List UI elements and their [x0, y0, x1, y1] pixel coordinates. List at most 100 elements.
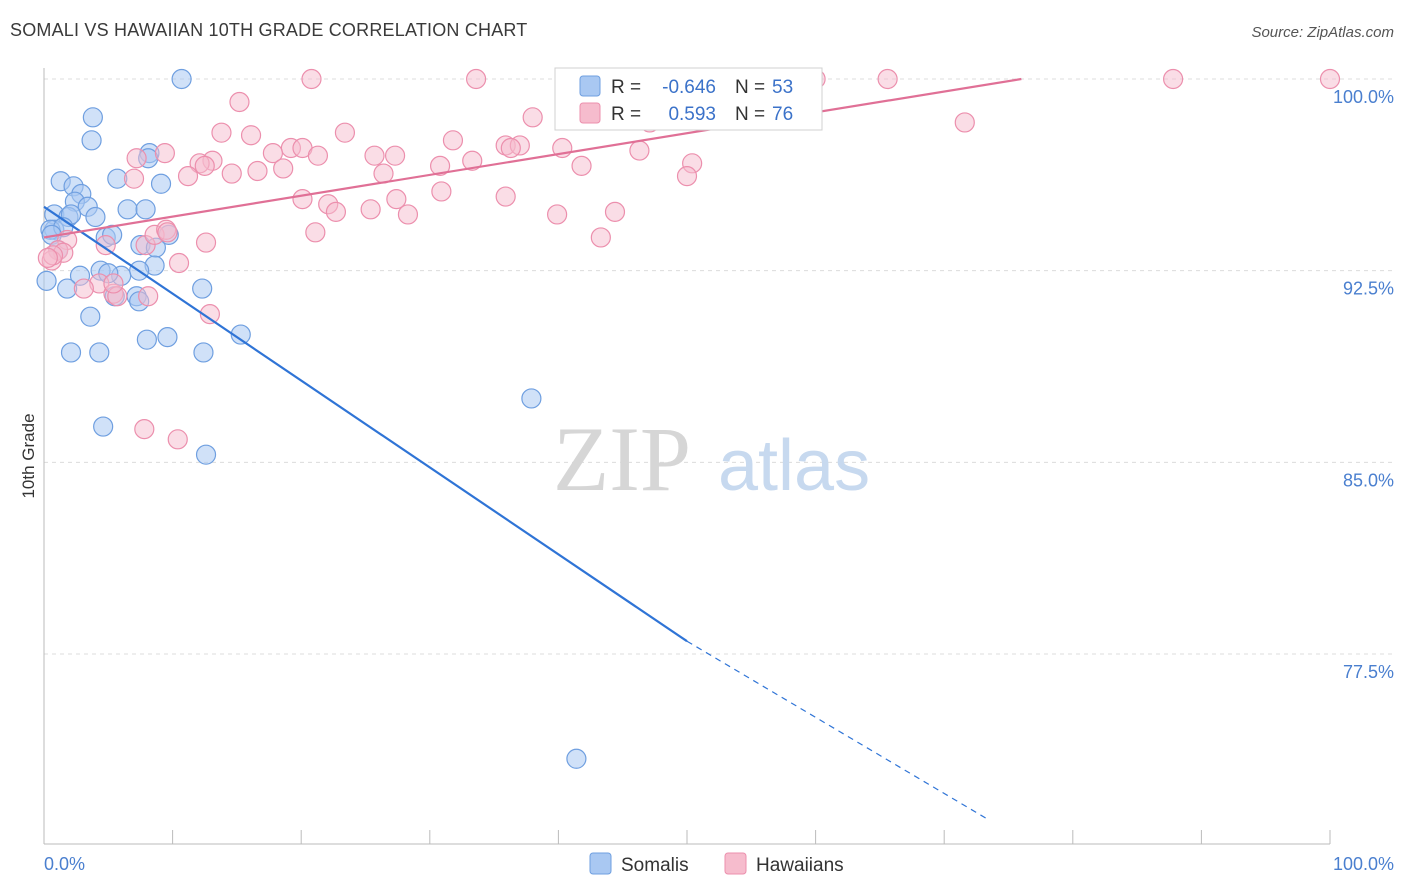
somali-point — [85, 206, 106, 228]
hawaiian-point — [157, 222, 178, 243]
hawaiian-point — [305, 222, 326, 243]
hawaiian-point — [262, 143, 284, 164]
hawaiian-point — [167, 429, 188, 450]
x-ticks — [43, 830, 1331, 844]
legend-n-value-hawaiian: 76 — [772, 104, 793, 125]
y-tick-labels: 77.5% 85.0% 92.5% 100.0% — [1333, 87, 1394, 682]
hawaiian-point — [384, 145, 406, 166]
grid-lines — [44, 78, 1394, 655]
somali-point — [171, 68, 192, 90]
y-tick-label: 77.5% — [1343, 662, 1394, 682]
hawaiian-point — [571, 155, 592, 176]
hawaiian-point — [429, 155, 451, 176]
somali-point — [36, 270, 57, 291]
hawaiian-point — [103, 273, 124, 294]
y-axis-label: 10th Grade — [19, 413, 38, 498]
somali-point — [60, 342, 82, 363]
hawaiian-point — [462, 150, 483, 171]
hawaiian-point — [1319, 68, 1341, 90]
chart-title: SOMALI VS HAWAIIAN 10TH GRADE CORRELATIO… — [10, 20, 528, 40]
hawaiian-point — [37, 247, 58, 268]
hawaiian-point — [364, 145, 385, 166]
hawaiian-point — [360, 199, 381, 220]
correlation-legend: R = -0.646 N = 53 R = 0.593 N = 76 — [554, 67, 823, 131]
legend-n-label-hawaiian: N = — [735, 104, 765, 125]
somali-trend-extension — [686, 640, 990, 821]
series-legend-label-hawaiians: Hawaiians — [756, 855, 844, 876]
watermark-zip: ZIP — [553, 408, 691, 510]
hawaiian-point — [954, 112, 975, 133]
hawaiian-point — [211, 122, 232, 143]
hawaiian-point — [629, 140, 650, 161]
legend-r-label-hawaiian: R = — [611, 104, 641, 125]
somali-point — [135, 199, 156, 220]
y-tick-label: 100.0% — [1333, 87, 1394, 107]
hawaiian-point — [547, 204, 568, 225]
hawaiian-point — [676, 166, 698, 187]
y-tick-label: 85.0% — [1343, 470, 1394, 490]
y-tick-label: 92.5% — [1343, 279, 1394, 299]
somali-point — [566, 748, 587, 769]
somali-point — [80, 306, 101, 327]
somali-point — [81, 130, 102, 151]
somali-point — [117, 199, 138, 220]
somali-point — [150, 173, 172, 194]
hawaiian-point — [334, 122, 356, 143]
hawaiian-point — [307, 145, 329, 166]
hawaiian-point — [431, 181, 452, 202]
hawaiian-point — [221, 163, 242, 184]
legend-n-label-somali: N = — [735, 77, 765, 98]
trend-lines — [43, 77, 1022, 821]
hawaiian-point — [126, 148, 147, 169]
series-legend-swatch-hawaiians — [724, 852, 747, 875]
hawaiian-point — [177, 166, 199, 187]
hawaiian-point — [195, 232, 217, 253]
hawaiian-point — [522, 107, 543, 128]
hawaiian-point — [397, 204, 419, 225]
hawaiian-point — [495, 186, 516, 207]
legend-r-value-somali: -0.646 — [662, 77, 716, 98]
hawaiian-point — [590, 227, 611, 248]
hawaiian-point — [301, 68, 322, 90]
hawaiian-point — [386, 189, 407, 210]
hawaiian-point — [877, 68, 898, 90]
hawaiian-point — [500, 137, 521, 159]
hawaiian-point — [199, 304, 220, 325]
somali-point — [195, 444, 217, 465]
somali-points — [36, 68, 587, 769]
hawaiian-trend-line — [43, 77, 1022, 239]
hawaiian-point — [134, 419, 155, 440]
hawaiian-point — [604, 201, 626, 222]
hawaiian-point — [229, 91, 250, 113]
somali-point — [93, 416, 114, 437]
hawaiian-point — [273, 158, 294, 179]
hawaiian-points — [37, 68, 1341, 450]
series-legend-label-somalis: Somalis — [621, 855, 689, 876]
legend-n-value-somali: 53 — [772, 77, 793, 98]
hawaiian-point — [194, 155, 215, 176]
hawaiian-point — [73, 278, 94, 299]
somali-point — [521, 388, 542, 409]
source-label: Source: ZipAtlas.com — [1251, 24, 1394, 41]
somali-point — [192, 278, 213, 299]
hawaiian-point — [325, 201, 347, 222]
somali-point — [136, 329, 157, 350]
hawaiian-point — [168, 252, 190, 274]
somali-point — [82, 107, 103, 128]
hawaiian-point — [247, 160, 268, 182]
hawaiian-point — [138, 286, 159, 307]
hawaiian-point — [373, 163, 394, 184]
hawaiian-point — [240, 125, 262, 146]
somali-point — [193, 342, 214, 363]
x-tick-label-max: 100.0% — [1333, 854, 1394, 874]
hawaiian-point — [154, 143, 175, 164]
somali-point — [89, 342, 110, 363]
hawaiian-point — [1163, 68, 1184, 90]
legend-swatch-hawaiian — [579, 102, 601, 124]
legend-swatch-somali — [579, 75, 601, 97]
legend-r-value-hawaiian: 0.593 — [668, 104, 716, 125]
hawaiian-point — [442, 130, 464, 151]
hawaiian-point — [95, 235, 116, 256]
series-legend-swatch-somalis — [589, 852, 612, 875]
